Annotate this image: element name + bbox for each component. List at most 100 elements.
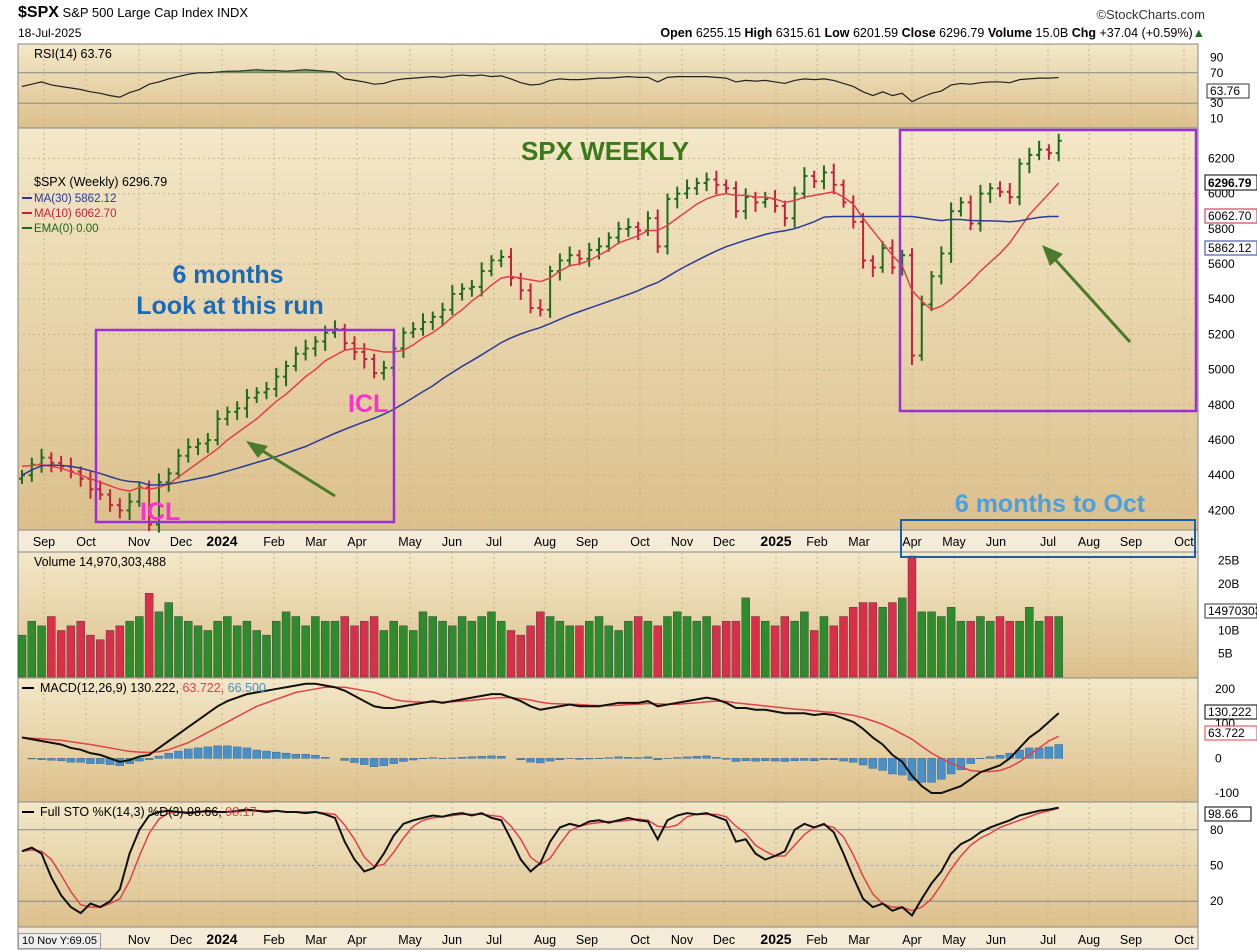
- macd-histogram-bar: [809, 758, 819, 762]
- macd-histogram-bar: [888, 758, 897, 775]
- macd-histogram-bar: [614, 756, 623, 759]
- macd-histogram-bar: [27, 758, 36, 760]
- macd-histogram-bar: [653, 758, 662, 761]
- macd-histogram-bar: [604, 757, 613, 759]
- x-tick-label: Nov: [128, 933, 151, 947]
- annotation-box-oct: [900, 519, 1196, 558]
- macd-histogram-bar: [193, 747, 203, 759]
- macd-histogram-bar: [487, 755, 496, 759]
- volume-bar: [682, 616, 692, 678]
- macd-histogram-bar: [203, 746, 213, 759]
- macd-histogram-bar: [927, 758, 936, 783]
- macd-histogram-bar: [457, 757, 467, 759]
- macd-histogram-bar: [575, 758, 584, 760]
- volume-bar: [174, 616, 183, 678]
- volume-bar: [1015, 620, 1024, 678]
- volume-bar: [96, 639, 105, 678]
- volume-bar: [399, 625, 408, 678]
- macd-histogram-bar: [96, 758, 105, 764]
- x-tick-label: 2024: [206, 931, 237, 947]
- x-tick-label: Apr: [347, 535, 366, 549]
- volume-bar: [849, 606, 858, 678]
- signal-tag: 63.722: [1208, 726, 1245, 740]
- rsi-overbought-fill: [241, 70, 252, 73]
- volume-bar: [438, 620, 447, 678]
- macd-histogram-bar: [262, 750, 271, 759]
- volume-bar: [663, 616, 672, 678]
- volume-bar: [252, 630, 261, 678]
- volume-tick-label: 5B: [1218, 647, 1233, 661]
- macd-histogram-bar: [184, 748, 193, 759]
- macd-histogram-bar: [477, 756, 486, 759]
- x-tick-label: Feb: [806, 933, 828, 947]
- rsi-series: [21, 69, 1059, 103]
- rsi-legend: RSI(14) 63.76: [34, 47, 112, 61]
- macd-histogram-bar: [47, 758, 56, 761]
- volume-bar: [927, 611, 936, 678]
- volume-bar: [125, 620, 134, 678]
- macd-histogram-bar: [281, 752, 291, 759]
- macd-histogram-bar: [164, 752, 173, 759]
- rsi-tag: 63.76: [1210, 84, 1240, 98]
- macd-series: [21, 682, 1063, 795]
- x-tick-label: Mar: [305, 933, 327, 947]
- macd-legend: MACD(12,26,9) 130.222, 63.722, 66.500: [40, 681, 266, 695]
- rsi-overbought-fill: [290, 70, 301, 73]
- macd-histogram-bar: [369, 758, 379, 767]
- volume-tick-label: 25B: [1218, 554, 1239, 568]
- sto-tick-label: 80: [1210, 823, 1224, 837]
- x-tick-label: May: [398, 535, 422, 549]
- volume-bar: [545, 616, 555, 678]
- volume-bar: [232, 625, 242, 678]
- x-tick-label: Dec: [170, 535, 192, 549]
- annotation-look-at-run: Look at this run: [136, 292, 324, 320]
- volume-bar: [350, 625, 359, 678]
- volume-bar: [27, 620, 36, 678]
- sto-tick-label: 50: [1210, 859, 1224, 873]
- volume-bar: [135, 616, 144, 678]
- rsi-overbought-fill: [281, 71, 291, 73]
- volume-bar: [614, 630, 623, 678]
- volume-bar: [868, 602, 878, 678]
- macd-histogram-bar: [956, 758, 966, 771]
- volume-bar: [115, 625, 125, 678]
- volume-bar: [1034, 620, 1044, 678]
- volume-bar: [633, 616, 643, 678]
- sto-tag: 98.66: [1208, 807, 1238, 821]
- macd-histogram-bar: [545, 758, 555, 762]
- macd-histogram-bar: [66, 758, 76, 763]
- volume-series: [17, 555, 1063, 678]
- x-tick-label: Jul: [486, 535, 502, 549]
- macd-histogram-bar: [311, 755, 320, 759]
- volume-bar: [937, 616, 946, 678]
- volume-bar: [653, 625, 662, 678]
- macd-histogram-bar: [291, 753, 301, 759]
- rsi-tag-box: [1206, 83, 1250, 99]
- volume-bar: [506, 630, 516, 678]
- x-tick-label: 2024: [206, 533, 237, 549]
- close-value: 6296.79: [939, 26, 985, 40]
- macd-histogram-bar: [76, 758, 85, 763]
- x-tick-label: Nov: [671, 933, 694, 947]
- volume-bar: [731, 620, 741, 678]
- macd-histogram-bar: [340, 758, 349, 761]
- icl-label-2: ICL: [348, 390, 388, 418]
- x-tick-label: Apr: [902, 535, 921, 549]
- volume-bar: [369, 616, 379, 678]
- volume-bar: [624, 620, 633, 678]
- volume-bar: [565, 625, 574, 678]
- macd-histogram-bar: [868, 758, 878, 769]
- x-tick-label: Nov: [671, 535, 694, 549]
- volume-bar: [164, 602, 173, 678]
- macd-histogram-bar: [223, 745, 232, 759]
- macd-histogram-bar: [682, 756, 692, 759]
- volume-value: 15.0B: [1035, 26, 1069, 40]
- x-tick-label: Sep: [576, 535, 598, 549]
- rsi-line: [21, 69, 1059, 103]
- macd-histogram-bar: [379, 758, 389, 766]
- x-tick-label: Jul: [486, 933, 502, 947]
- volume-bar: [320, 620, 330, 678]
- x-tick-label: Feb: [263, 535, 285, 549]
- macd-tag-box: [1204, 704, 1257, 720]
- x-tick-label: Apr: [902, 933, 921, 947]
